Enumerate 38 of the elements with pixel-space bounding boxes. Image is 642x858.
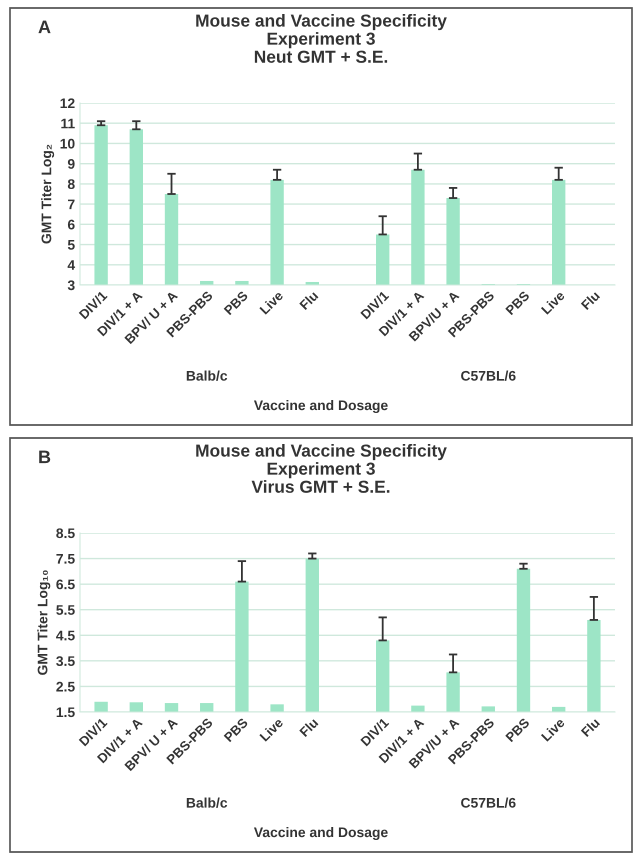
text: Balb/c: [186, 798, 228, 808]
x-axis-title: Vaccine and Dosage: [254, 400, 388, 413]
y-tick-label: 4: [68, 260, 76, 270]
text: C57BL/6: [461, 798, 516, 808]
y-tick-label: 5.5: [56, 605, 75, 615]
y-axis-title: GMT Titer Log₁₀: [37, 570, 50, 675]
x-tick-label: Live: [259, 717, 284, 742]
y-tick-label: 6.5: [56, 579, 75, 590]
y-tick-label: 12: [60, 98, 75, 108]
y-tick-label: 7.5: [56, 554, 75, 564]
y-tick-label: 6: [68, 220, 75, 230]
x-tick-label: Live: [540, 290, 566, 315]
x-tick-label: Flu: [580, 290, 600, 310]
x-tick-label: Flu: [580, 717, 600, 738]
y-tick-label: 1.5: [56, 707, 75, 718]
x-tick-label: Live: [259, 290, 284, 315]
x-tick-label: Flu: [298, 717, 319, 738]
x-tick-label: Live: [540, 717, 566, 742]
y-tick-label: 7: [68, 200, 75, 210]
y-tick-label: 8: [68, 179, 75, 190]
y-tick-label: 3.5: [56, 656, 75, 666]
x-axis-title: Vaccine and Dosage: [254, 826, 388, 840]
text: B: [39, 450, 50, 464]
x-tick-label: Flu: [298, 290, 319, 310]
y-tick-label: 3: [68, 280, 75, 290]
text: C57BL/6: [461, 370, 516, 381]
y-axis-title: GMT Titer Log₂: [41, 144, 54, 244]
y-tick-label: 2.5: [56, 682, 75, 692]
y-tick-label: 11: [61, 118, 75, 128]
chart-title: Mouse and Vaccine Specificity Experiment 3 Neut GMT + S.E.: [196, 14, 447, 63]
text: Balb/c: [186, 370, 228, 381]
y-tick-label: 10: [60, 138, 75, 149]
y-tick-label: 5: [68, 240, 75, 250]
chart-title: Mouse and Vaccine Specificity Experiment 3 Virus GMT + S.E.: [196, 444, 447, 493]
y-tick-label: 4.5: [56, 630, 75, 640]
y-tick-label: 9: [68, 159, 75, 169]
text: A: [38, 20, 51, 34]
y-tick-label: 8.5: [56, 528, 75, 538]
